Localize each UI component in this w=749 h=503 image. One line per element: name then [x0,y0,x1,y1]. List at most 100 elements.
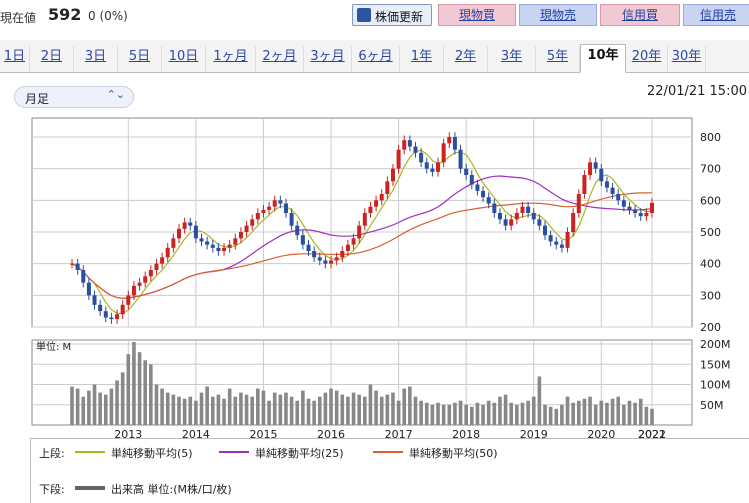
volume-bar [165,392,170,425]
candle-body [644,213,649,217]
ma50-swatch [373,451,403,453]
candle-body [81,270,86,283]
volume-unit-label: 単位: M [36,340,71,353]
price-tick-label: 200 [700,321,721,334]
candle-body [334,257,339,261]
x-tick-label: 2014 [182,428,210,438]
volume-bar [239,392,243,425]
candle-body [526,206,531,213]
tab-2[interactable]: 2日 [30,46,74,72]
candle-body [323,260,328,264]
tab-10[interactable]: 1年 [400,46,444,72]
candle-body [227,244,232,248]
refresh-price-button[interactable]: 株価更新 [352,4,432,26]
volume-bar [622,404,626,425]
price-change: 0 (0%) [88,9,128,23]
candle-body [165,247,170,258]
volume-bar [210,396,215,425]
volume-bar [605,402,609,425]
volume-bar [182,398,187,425]
margin-sell-button[interactable]: 信用売 [683,4,749,26]
volume-bar [329,388,333,425]
candle-body [92,295,97,305]
candle-body [272,200,277,207]
tab-8[interactable]: 3ヶ月 [304,46,352,72]
volume-bar [498,396,502,425]
price-tick-label: 400 [700,258,721,271]
candle-body [458,149,463,169]
volume-bar [227,388,232,425]
tab-16[interactable]: 30年 [668,46,706,72]
tab-4[interactable]: 5日 [118,46,162,72]
candle-body [199,238,204,242]
cash-sell-button[interactable]: 現物売 [519,4,597,26]
candle-body [430,168,435,172]
tab-9[interactable]: 6ヶ月 [352,46,400,72]
candle-body [176,228,181,239]
volume-bar [306,398,311,425]
volume-bar [470,406,474,425]
candle-body [531,213,536,220]
candle-body [120,304,125,315]
volume-bar [458,400,463,425]
tab-15[interactable]: 20年 [626,46,668,72]
tab-11[interactable]: 2年 [444,46,488,72]
volume-bar [199,392,204,425]
ma50-line [71,192,653,299]
candle-body [616,194,621,201]
interval-select[interactable]: 月足 ⌃⌄ [14,86,134,108]
candle-body [565,232,570,248]
volume-bar [543,404,547,425]
candle-body [250,219,255,226]
candle-body [340,251,345,258]
price-plot-area [31,117,693,328]
tab-6[interactable]: 1ヶ月 [206,46,256,72]
volume-bar [509,402,514,425]
volume-bar [424,402,429,425]
tab-13[interactable]: 5年 [536,46,580,72]
tab-5[interactable]: 10日 [162,46,206,72]
tab-14[interactable]: 10年 [580,44,626,73]
volume-bar [515,404,519,425]
volume-bar [115,380,119,425]
volume-bar [396,400,401,425]
margin-buy-button[interactable]: 信用買 [600,4,680,26]
volume-bar [351,392,356,425]
period-tabs: 1日 2日 3日 5日 10日 1ヶ月 2ヶ月 3ヶ月 6ヶ月 1年 2年 3年 5年 10年 20年 30年 [0,40,749,73]
volume-bar [385,394,390,425]
tab-12[interactable]: 3年 [488,46,536,72]
volume-bar [481,404,485,425]
volume-bar [120,372,125,425]
candle-body [604,181,609,188]
volume-bar [284,392,288,425]
legend-ma25: 単純移動平均(25) [255,447,344,460]
volume-bar [222,398,226,425]
candle-body [351,238,356,245]
candle-body [86,282,91,296]
volume-bar [379,396,384,425]
candle-body [543,225,548,236]
legend-upper-label: 上段: [39,447,65,460]
candle-body [182,222,187,229]
tab-1[interactable]: 1日 [0,46,30,72]
volume-bar [633,402,637,425]
cash-buy-button[interactable]: 現物買 [438,4,516,26]
candle-body [109,317,114,320]
volume-bar [154,384,159,425]
candle-body [126,295,131,305]
candle-body [278,200,283,204]
candle-body [131,285,136,296]
tab-3[interactable]: 3日 [74,46,118,72]
volume-bar [87,390,91,425]
candle-body [160,257,165,264]
price-tick-label: 600 [700,194,721,207]
volume-bar [599,400,604,425]
tab-7[interactable]: 2ヶ月 [256,46,304,72]
x-tick-label: 2020 [587,428,615,438]
volume-bar [503,394,508,425]
current-price: 592 [48,5,82,24]
candle-body [514,213,519,220]
volume-bar [436,402,440,425]
candle-body [379,194,384,201]
volume-bar [256,388,260,425]
